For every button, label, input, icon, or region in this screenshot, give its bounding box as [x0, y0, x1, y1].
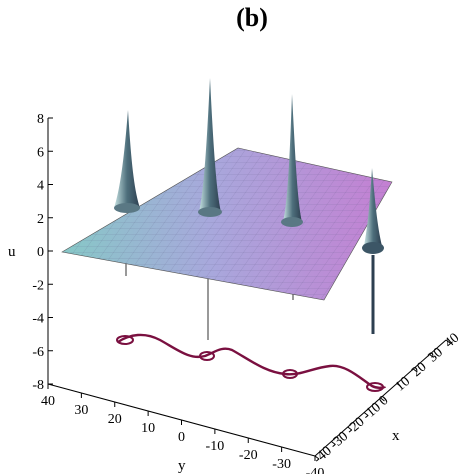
z-tick-label: -2: [32, 278, 44, 293]
y-tick-label: -40: [306, 466, 325, 474]
y-axis-label: y: [178, 458, 186, 474]
peak-2: [198, 78, 222, 217]
contour-projection: [117, 333, 387, 390]
y-tick-label: -20: [239, 448, 258, 463]
contour-ring-4: [366, 382, 384, 392]
y-tick-label: -30: [272, 457, 291, 472]
x-tick-mark: [331, 441, 336, 445]
x-tick-mark: [412, 368, 418, 373]
peaks: [114, 78, 384, 254]
y-tick-label: 20: [108, 412, 122, 427]
z-tick-label: 6: [37, 145, 44, 160]
peak-1: [114, 110, 140, 213]
contour-ring-1: [116, 335, 134, 345]
x-tick-mark: [347, 426, 353, 431]
x-tick-mark: [396, 383, 402, 387]
x-tick-label: 10: [393, 374, 413, 394]
x-tick-label: 40: [442, 331, 462, 351]
contour-rings: [116, 335, 384, 392]
z-tick-label: -8: [32, 378, 44, 393]
x-tick-label: 20: [409, 360, 429, 380]
y-tick-label: 10: [141, 421, 155, 436]
x-tick-mark: [429, 354, 434, 358]
z-axis-label: u: [8, 244, 16, 260]
surface-grid: [62, 148, 392, 300]
z-tick-label: 2: [37, 212, 44, 227]
x-tick-mark: [314, 455, 320, 460]
y-tick-label: 40: [41, 394, 55, 409]
z-tick-label: 8: [37, 112, 44, 127]
z-tick-label: 4: [37, 179, 44, 194]
contour-ring-3: [282, 369, 298, 379]
z-axis-ticks: 8 6 4 2 0 -2 -4 -6 -8: [32, 112, 53, 393]
z-tick-label: 0: [37, 245, 44, 260]
x-tick-mark: [380, 397, 385, 402]
y-axis-ticks: 40 30 20 10 0 -10 -20 -30 -40: [41, 384, 324, 474]
x-tick-mark: [445, 339, 451, 344]
z-tick-label: -4: [32, 312, 44, 327]
z-tick-label: -6: [32, 345, 44, 360]
x-tick-mark: [363, 412, 369, 416]
x-tick-label: 30: [426, 345, 446, 365]
panel-label: (b): [236, 3, 268, 32]
peak-3: [281, 94, 303, 227]
y-tick-label: 0: [178, 430, 185, 445]
y-tick-label: 30: [74, 403, 88, 418]
peak-4: [362, 168, 384, 254]
y-tick-label: -10: [206, 439, 225, 454]
contour-ring-2: [199, 351, 215, 361]
x-axis-label: x: [392, 428, 400, 444]
